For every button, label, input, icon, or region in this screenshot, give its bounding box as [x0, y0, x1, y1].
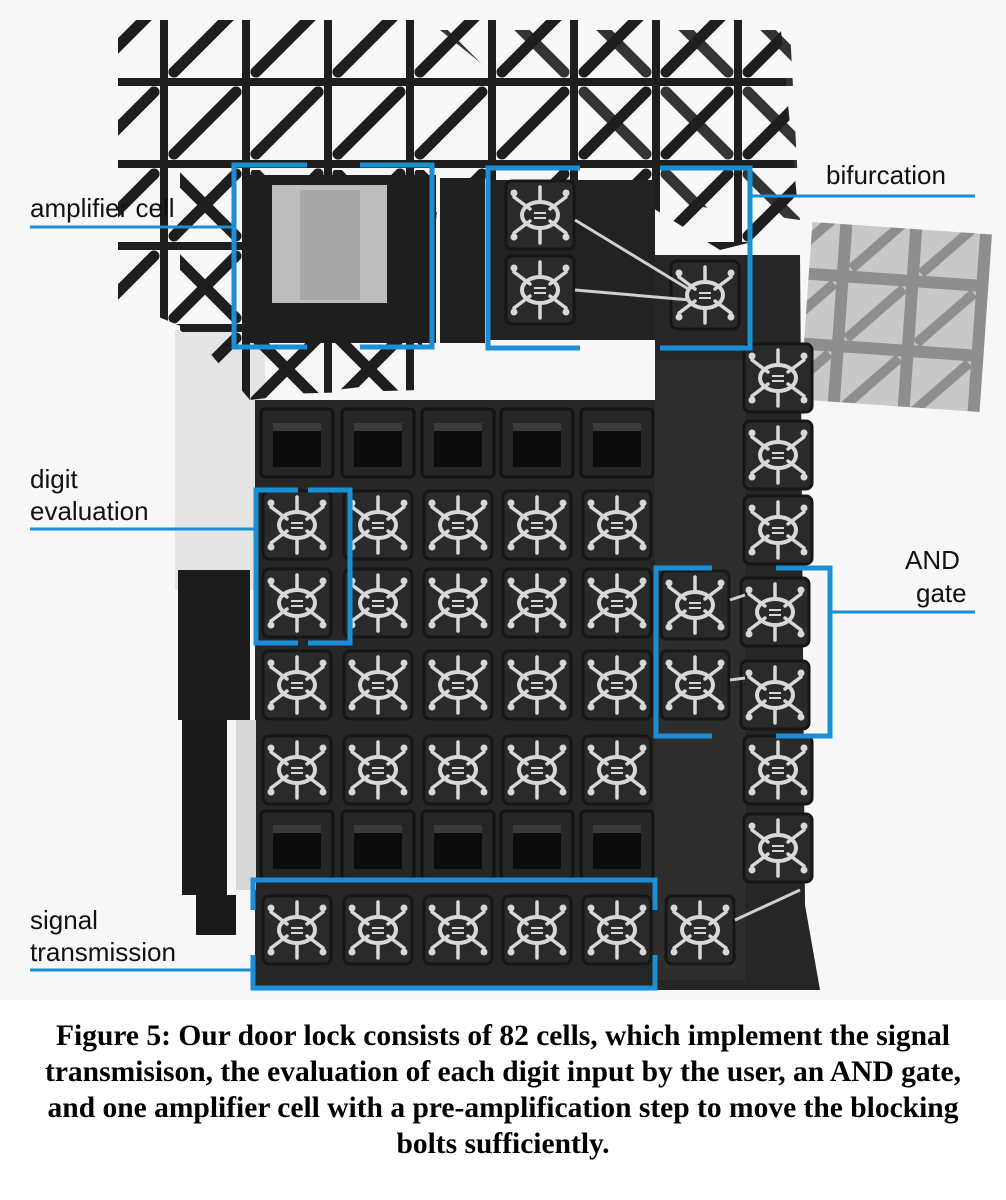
label-and-gate-line2: gate: [916, 578, 967, 608]
label-and-gate-line1: AND: [905, 545, 960, 575]
figure-photo: [30, 20, 992, 991]
label-signal-transmission-line2: transmission: [30, 937, 176, 967]
label-digit-evaluation-line1: digit: [30, 464, 78, 494]
label-digit-evaluation-line2: evaluation: [30, 496, 149, 526]
figure-caption: Figure 5: Our door lock consists of 82 c…: [45, 1020, 961, 1160]
label-bifurcation: bifurcation: [826, 160, 946, 190]
label-amplifier-cell: amplifier cell: [30, 193, 175, 223]
label-signal-transmission-line1: signal: [30, 905, 98, 935]
